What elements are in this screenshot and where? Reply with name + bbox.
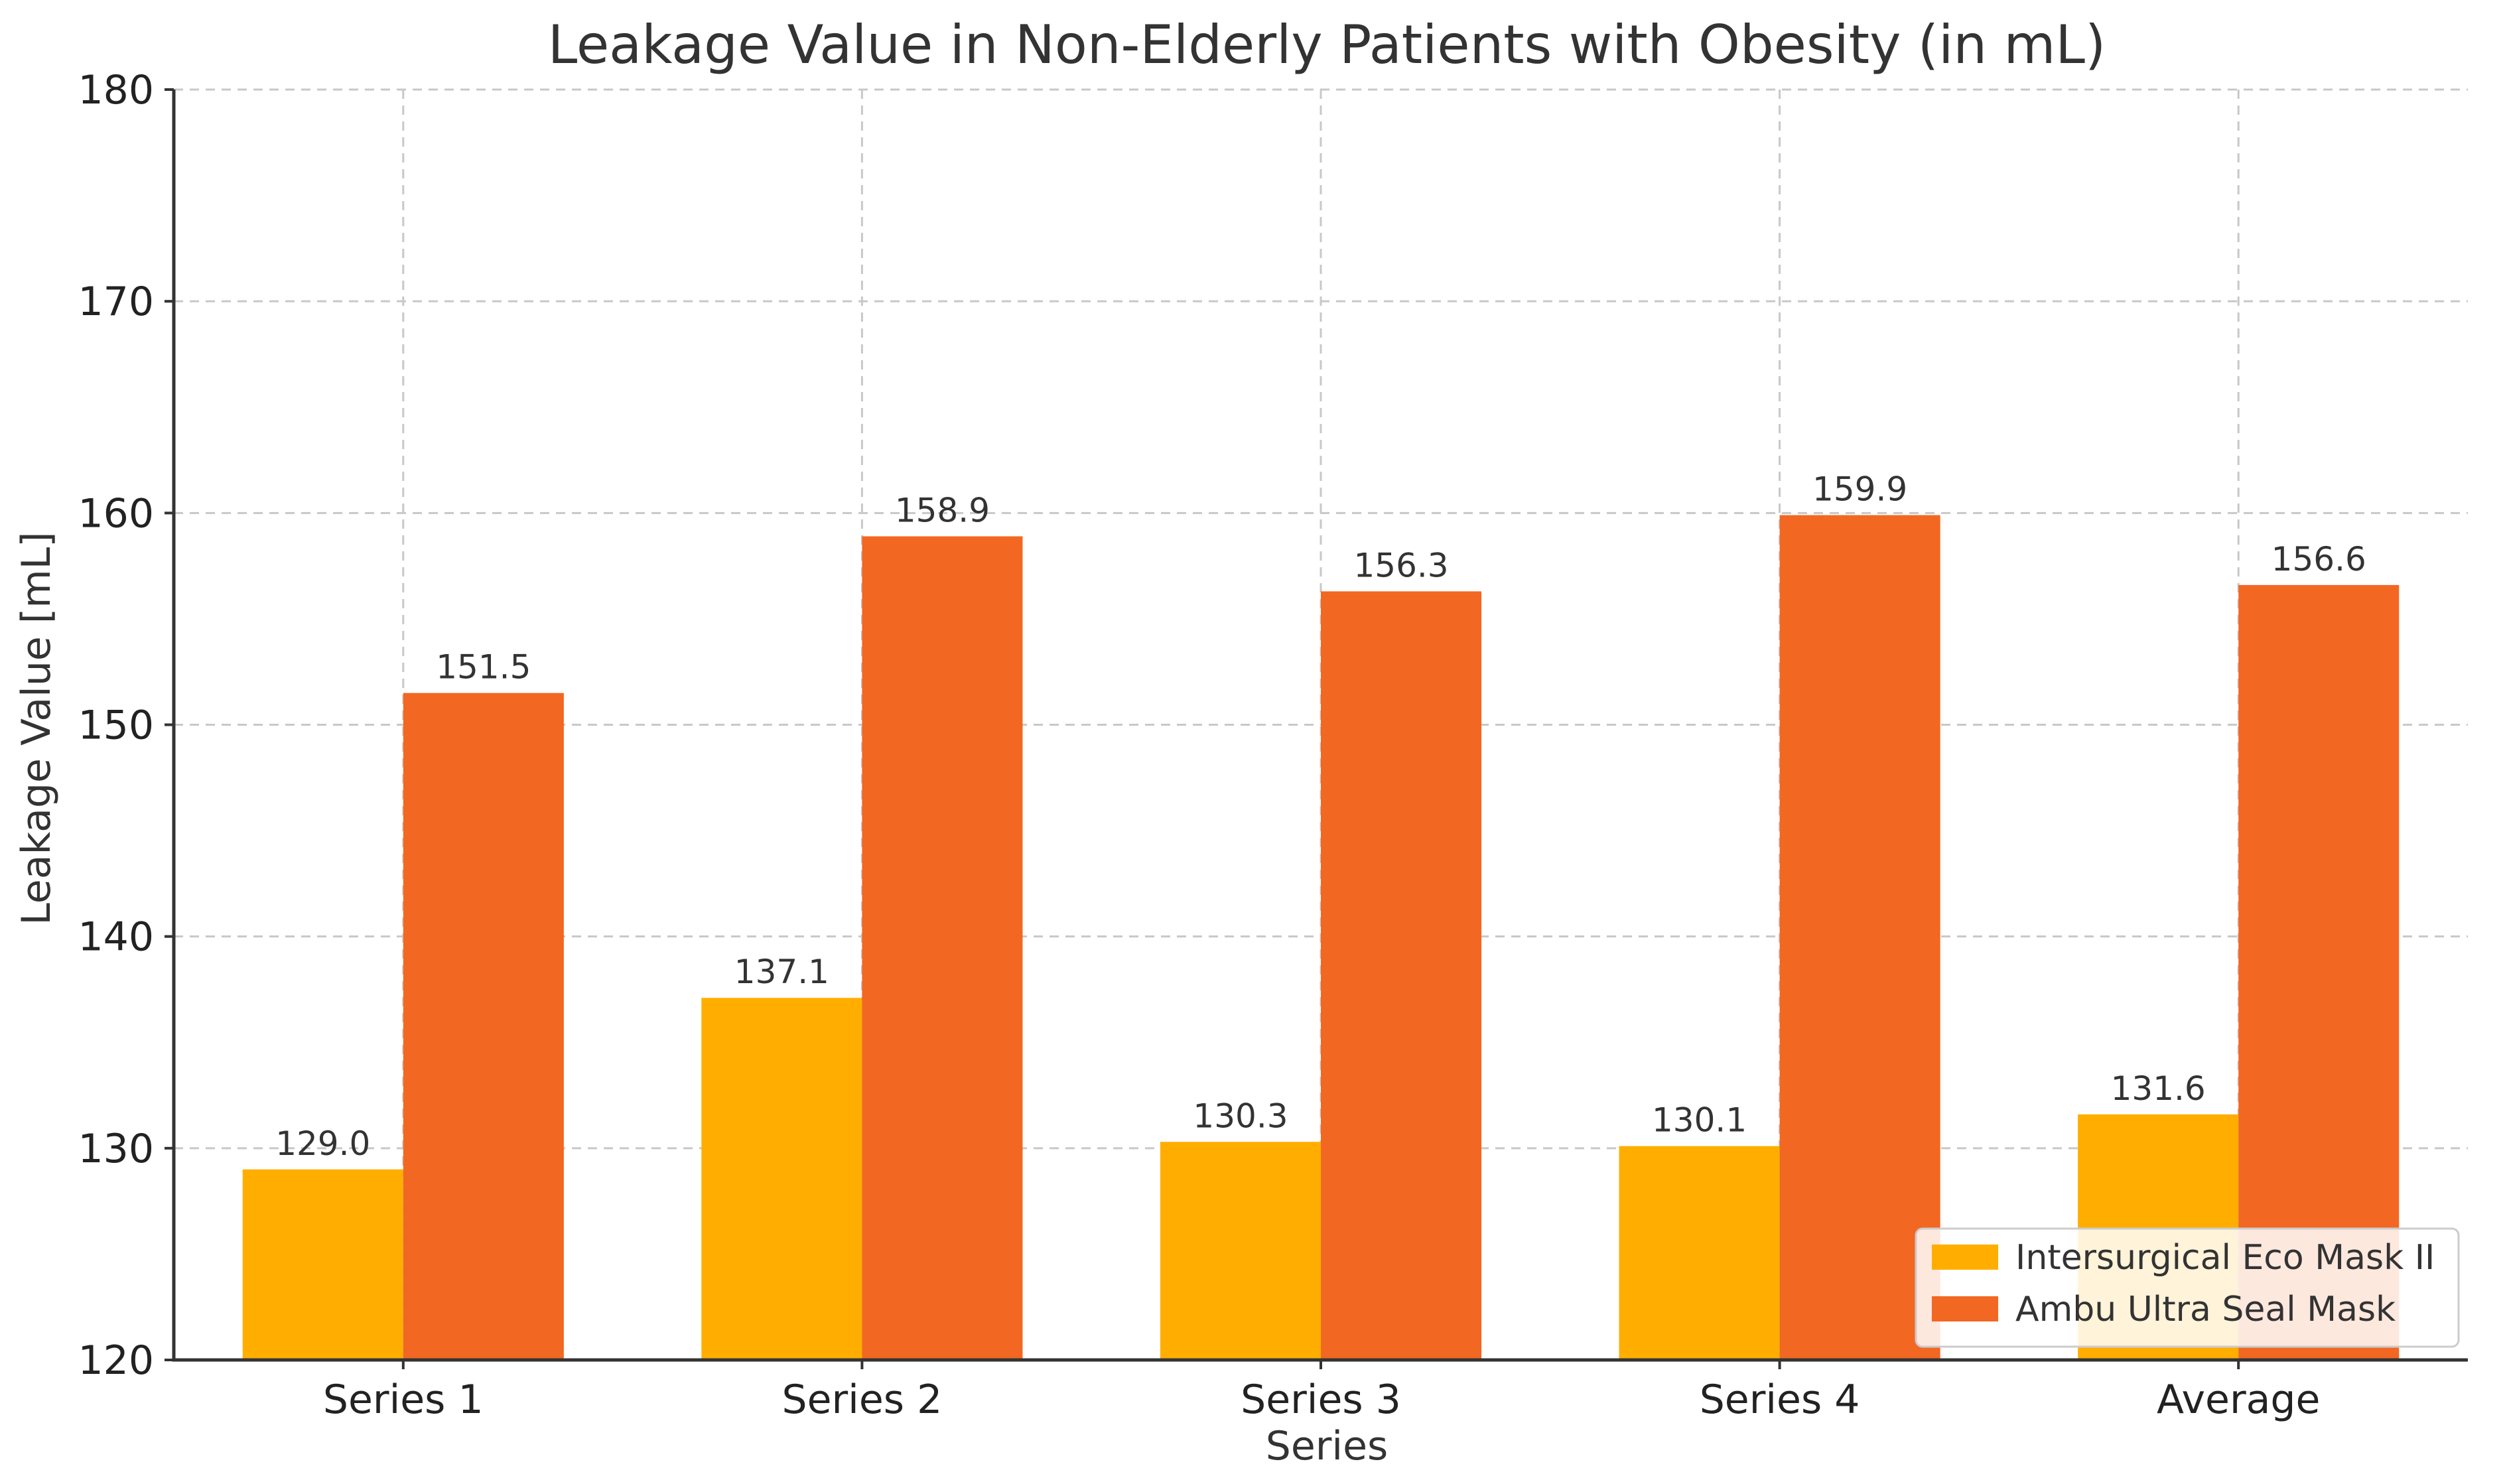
- data-label: 159.9: [1812, 470, 1907, 509]
- legend-swatch: [1932, 1296, 1998, 1321]
- legend-label: Intersurgical Eco Mask II: [2015, 1238, 2435, 1278]
- data-label: 156.6: [2271, 540, 2366, 578]
- y-tick-label: 170: [78, 279, 154, 325]
- bar-intersurgical-1: [242, 1169, 403, 1360]
- data-label: 130.1: [1652, 1101, 1747, 1140]
- x-tick-label: Series 3: [1241, 1377, 1401, 1423]
- legend-label: Ambu Ultra Seal Mask: [2015, 1290, 2396, 1329]
- y-tick-label: 120: [78, 1337, 154, 1384]
- bars: [242, 515, 2400, 1360]
- x-tick-label: Series 4: [1700, 1377, 1860, 1423]
- data-label: 131.6: [2111, 1069, 2206, 1108]
- data-label: 156.3: [1353, 546, 1448, 584]
- y-tick-label: 150: [78, 703, 154, 749]
- bar-ambu-1: [403, 693, 564, 1360]
- bar-intersurgical-4: [1619, 1146, 1780, 1360]
- legend: Intersurgical Eco Mask II Ambu Ultra Seal…: [1915, 1227, 2460, 1348]
- y-tick-label: 140: [78, 914, 154, 961]
- legend-swatch: [1932, 1245, 1998, 1270]
- data-labels: 129.0 137.1 130.3 130.1 131.6 151.5 158.9 156.3…: [275, 470, 2366, 1163]
- y-tick-label: 130: [78, 1126, 154, 1172]
- x-tick-label: Series 2: [782, 1377, 943, 1423]
- x-tick-labels: Series 1 Series 2 Series 3 Series 4 Average: [323, 1360, 2320, 1423]
- bar-intersurgical-3: [1160, 1142, 1321, 1360]
- data-label: 158.9: [895, 491, 990, 529]
- legend-box: [1915, 1227, 2460, 1348]
- bar-ambu-4: [1779, 515, 1940, 1360]
- y-tick-labels: 120 130 140 150 160 170 180: [78, 67, 174, 1384]
- x-tick-label: Average: [2157, 1377, 2320, 1423]
- chart-title: Leakage Value in Non-Elderly Patients wi…: [548, 14, 2106, 76]
- data-label: 129.0: [275, 1124, 370, 1163]
- y-tick-label: 180: [78, 67, 154, 113]
- data-label: 137.1: [734, 953, 829, 991]
- bar-intersurgical-2: [701, 998, 862, 1360]
- bar-ambu-2: [862, 536, 1023, 1360]
- y-axis-label: Leakage Value [mL]: [13, 531, 60, 925]
- x-axis-label: Series: [1266, 1423, 1389, 1469]
- data-label: 130.3: [1193, 1097, 1288, 1135]
- y-tick-label: 160: [78, 490, 154, 537]
- data-label: 151.5: [436, 648, 531, 687]
- bar-ambu-3: [1321, 591, 1482, 1360]
- x-tick-label: Series 1: [323, 1377, 484, 1423]
